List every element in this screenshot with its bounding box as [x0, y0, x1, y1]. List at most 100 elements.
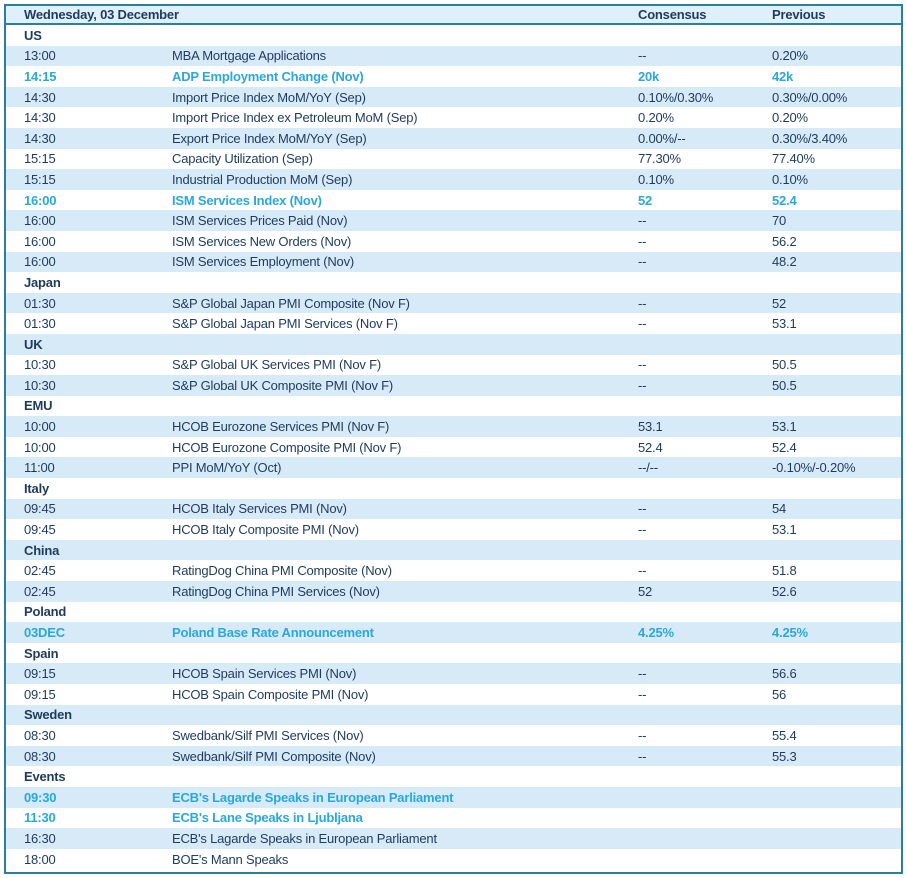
previous-cell: 0.10% — [772, 171, 808, 187]
previous-cell: 56.6 — [772, 666, 797, 682]
event-row: 16:00 ISM Services Employment (Nov) -- 48.2 — [6, 251, 901, 273]
section-row-emu: EMU — [6, 395, 901, 417]
section-label: UK — [24, 336, 43, 352]
consensus-cell: 0.10%/0.30% — [638, 89, 714, 105]
previous-cell: 54 — [772, 501, 787, 517]
section-row-china: China — [6, 539, 901, 561]
event-cell: S&P Global Japan PMI Composite (Nov F) — [172, 295, 410, 311]
previous-cell: 52.6 — [772, 583, 797, 599]
time-cell: 09:45 — [24, 501, 56, 517]
time-cell: 10:00 — [24, 439, 56, 455]
time-cell: 16:00 — [24, 233, 56, 249]
section-label: Japan — [24, 274, 61, 290]
event-cell: HCOB Italy Composite PMI (Nov) — [172, 522, 359, 538]
event-cell: ISM Services New Orders (Nov) — [172, 233, 352, 249]
event-cell: S&P Global UK Composite PMI (Nov F) — [172, 377, 394, 393]
time-cell: 01:30 — [24, 295, 56, 311]
section-row-italy: Italy — [6, 478, 901, 499]
event-cell: ISM Services Employment (Nov) — [172, 254, 355, 270]
section-row-us: US — [6, 25, 901, 46]
time-cell: 11:30 — [24, 810, 56, 826]
event-cell: Capacity Utilization (Sep) — [172, 151, 313, 167]
section-label: China — [24, 542, 60, 558]
time-cell: 10:30 — [24, 377, 56, 393]
consensus-cell: 20k — [638, 68, 660, 84]
time-cell: 16:00 — [24, 254, 56, 270]
consensus-cell: -- — [638, 295, 647, 311]
previous-cell: -0.10%/-0.20% — [772, 460, 856, 476]
event-cell: ECB's Lagarde Speaks in European Parliam… — [172, 830, 437, 846]
event-cell: Industrial Production MoM (Sep) — [172, 171, 353, 187]
event-cell: ISM Services Prices Paid (Nov) — [172, 213, 348, 229]
time-cell: 14:15 — [24, 68, 57, 84]
consensus-cell: -- — [638, 48, 647, 64]
event-cell: Swedbank/Silf PMI Composite (Nov) — [172, 748, 376, 764]
event-row: 11:30 ECB's Lane Speaks in Ljubljana — [6, 807, 901, 829]
previous-cell: 0.30%/3.40% — [772, 130, 848, 146]
event-row: 16:30 ECB's Lagarde Speaks in European Pa… — [6, 828, 901, 849]
event-cell: HCOB Eurozone Composite PMI (Nov F) — [172, 439, 402, 455]
event-cell: ECB's Lane Speaks in Ljubljana — [172, 810, 363, 826]
calendar-body: US 13:00 MBA Mortgage Applications -- 0.20% 1… — [6, 25, 901, 870]
section-label: Poland — [24, 604, 67, 620]
consensus-cell: -- — [638, 357, 647, 373]
section-row-sweden: Sweden — [6, 704, 901, 726]
section-label: Sweden — [24, 707, 72, 723]
event-row: 14:30 Import Price Index MoM/YoY (Sep) 0.1… — [6, 86, 901, 108]
event-cell: ECB's Lagarde Speaks in European Parliam… — [172, 789, 454, 805]
event-row: 10:00 HCOB Eurozone Composite PMI (Nov F)… — [6, 436, 901, 458]
consensus-cell: 53.1 — [638, 419, 663, 435]
consensus-cell: -- — [638, 254, 647, 270]
event-cell: RatingDog China PMI Services (Nov) — [172, 583, 380, 599]
event-row: 09:45 HCOB Italy Composite PMI (Nov) -- 53.… — [6, 519, 901, 540]
time-cell: 15:15 — [24, 151, 56, 167]
event-cell: Import Price Index ex Petroleum MoM (Sep… — [172, 110, 418, 126]
section-row-uk: UK — [6, 333, 901, 355]
event-cell: S&P Global Japan PMI Services (Nov F) — [172, 316, 398, 332]
time-cell: 10:30 — [24, 357, 56, 373]
event-cell: BOE's Mann Speaks — [172, 851, 289, 867]
event-cell: Import Price Index MoM/YoY (Sep) — [172, 89, 366, 105]
previous-cell: 42k — [772, 68, 794, 84]
previous-cell: 55.3 — [772, 748, 797, 764]
time-cell: 16:00 — [24, 213, 56, 229]
consensus-cell: -- — [638, 233, 647, 249]
date-header: Wednesday, 03 December — [24, 7, 179, 22]
previous-cell: 50.5 — [772, 357, 797, 373]
previous-cell: 53.1 — [772, 419, 797, 435]
previous-cell: 53.1 — [772, 522, 797, 538]
time-cell: 14:30 — [24, 110, 56, 126]
event-row: 18:00 BOE's Mann Speaks — [6, 848, 901, 870]
previous-cell: 52.4 — [772, 192, 797, 208]
consensus-cell: --/-- — [638, 460, 658, 476]
consensus-cell: -- — [638, 316, 647, 332]
event-row: 10:30 S&P Global UK Services PMI (Nov F) -… — [6, 354, 901, 376]
event-cell: MBA Mortgage Applications — [172, 48, 326, 64]
event-row: 09:45 HCOB Italy Services PMI (Nov) -- 54 — [6, 498, 901, 520]
time-cell: 10:00 — [24, 419, 56, 435]
consensus-cell: -- — [638, 666, 647, 682]
previous-cell: 0.30%/0.00% — [772, 89, 848, 105]
time-cell: 09:15 — [24, 686, 56, 702]
event-cell: HCOB Spain Composite PMI (Nov) — [172, 686, 369, 702]
event-cell: ISM Services Index (Nov) — [172, 192, 322, 208]
time-cell: 14:30 — [24, 130, 56, 146]
economic-calendar-table: Wednesday, 03 December Consensus Previou… — [4, 4, 903, 874]
consensus-cell: -- — [638, 501, 647, 517]
consensus-cell: 0.10% — [638, 171, 674, 187]
event-row: 08:30 Swedbank/Silf PMI Services (Nov) -- 5… — [6, 725, 901, 746]
consensus-cell: 0.00%/-- — [638, 130, 686, 146]
event-cell: RatingDog China PMI Composite (Nov) — [172, 563, 392, 579]
time-cell: 09:45 — [24, 522, 56, 538]
section-label: US — [24, 27, 42, 43]
time-cell: 08:30 — [24, 748, 56, 764]
time-cell: 14:30 — [24, 89, 56, 105]
previous-cell: 52.4 — [772, 439, 797, 455]
event-row: 14:30 Import Price Index ex Petroleum MoM… — [6, 107, 901, 128]
time-cell: 15:15 — [24, 171, 56, 187]
event-row: 09:15 HCOB Spain Composite PMI (Nov) -- 56 — [6, 684, 901, 705]
event-row: 02:45 RatingDog China PMI Services (Nov) 5… — [6, 581, 901, 602]
consensus-cell: -- — [638, 563, 647, 579]
consensus-cell: -- — [638, 377, 647, 393]
previous-cell: 4.25% — [772, 625, 808, 641]
